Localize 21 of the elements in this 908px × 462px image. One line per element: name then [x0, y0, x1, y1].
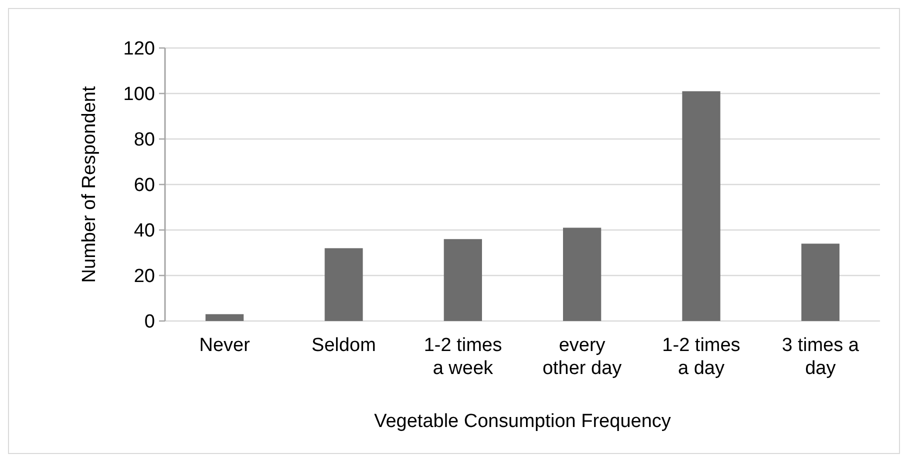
bar — [563, 228, 602, 321]
bar — [682, 91, 720, 321]
y-axis-title: Number of Respondent — [79, 86, 100, 283]
y-tick-label: 100 — [123, 84, 155, 106]
bar — [324, 248, 363, 321]
x-tick-label: Never — [199, 335, 251, 356]
x-tick-label: 3 times a day — [782, 335, 860, 379]
y-tick-label: 0 — [144, 312, 155, 333]
y-tick-label: 20 — [134, 266, 155, 288]
bar — [801, 244, 840, 321]
x-tick-label: Seldom — [312, 335, 376, 356]
x-tick-label: every other day — [542, 335, 622, 379]
x-tick-label: 1-2 times a day — [662, 335, 740, 379]
y-tick-label: 40 — [134, 220, 155, 242]
y-tick-label: 60 — [134, 175, 155, 196]
y-tick-label: 120 — [123, 38, 155, 60]
x-axis-title: Vegetable Consumption Frequency — [374, 411, 672, 432]
bar — [206, 314, 244, 321]
bar — [444, 239, 482, 321]
y-tick-label: 80 — [134, 130, 155, 151]
x-tick-label: 1-2 times a week — [424, 335, 502, 379]
